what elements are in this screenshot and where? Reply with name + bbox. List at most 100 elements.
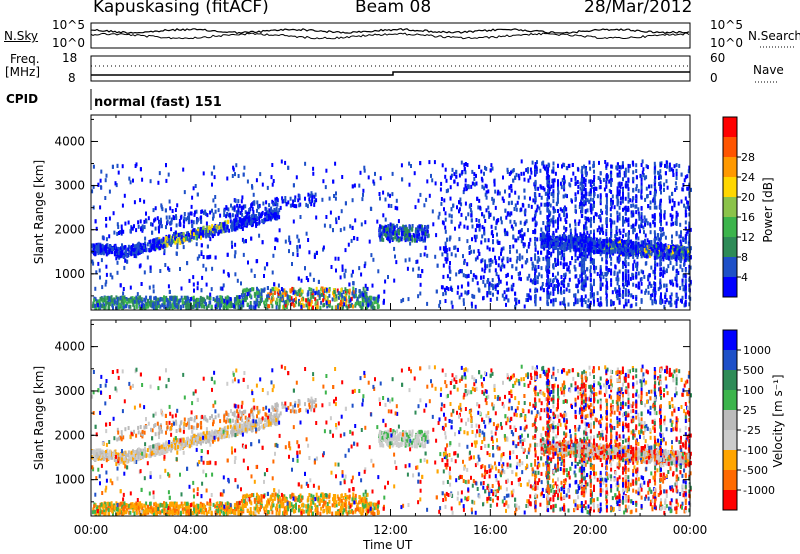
- power-cell: [445, 286, 448, 290]
- power-cell: [326, 304, 329, 309]
- power-cell: [505, 215, 508, 220]
- power-cell: [437, 215, 440, 220]
- power-cell: [677, 201, 680, 206]
- power-cell: [387, 203, 390, 208]
- power-cell: [580, 209, 583, 214]
- power-cell: [440, 181, 443, 186]
- power-cell: [129, 299, 132, 304]
- power-cell: [645, 242, 648, 247]
- power-cell: [646, 238, 649, 243]
- power-cell: [529, 175, 532, 180]
- power-cell: [137, 249, 140, 254]
- power-cell: [219, 305, 221, 310]
- power-cell: [94, 303, 96, 308]
- power-cell: [135, 162, 138, 167]
- power-cell: [475, 218, 478, 222]
- power-cell: [554, 275, 557, 280]
- power-cell: [519, 229, 522, 234]
- power-cell: [105, 279, 108, 284]
- power-cell: [257, 304, 260, 309]
- power-cell: [536, 160, 538, 165]
- power-cell: [182, 304, 185, 309]
- power-cell: [384, 197, 387, 202]
- power-cell: [400, 235, 403, 240]
- power-cell: [644, 238, 646, 243]
- power-cell: [331, 297, 334, 302]
- power-cell: [135, 299, 137, 304]
- power-cell: [335, 217, 337, 222]
- power-cell: [669, 295, 672, 300]
- power-cell: [472, 273, 475, 278]
- power-cell: [359, 170, 362, 175]
- power-cell: [545, 164, 548, 169]
- power-cell: [561, 249, 563, 254]
- power-cell: [396, 236, 399, 241]
- power-cell: [154, 217, 157, 222]
- power-cell: [180, 286, 183, 291]
- power-cell: [273, 213, 276, 218]
- power-cell: [133, 244, 136, 249]
- power-cell: [607, 268, 610, 273]
- power-cell: [252, 210, 255, 215]
- power-cell: [642, 225, 645, 230]
- power-cell: [491, 166, 494, 171]
- power-cell: [230, 240, 233, 245]
- power-cell: [505, 287, 508, 292]
- power-cell: [292, 183, 295, 188]
- power-cell: [172, 295, 175, 300]
- power-cell: [144, 299, 147, 303]
- power-cell: [363, 264, 366, 269]
- power-cell: [644, 290, 647, 295]
- power-cell: [568, 288, 571, 293]
- power-cell: [466, 239, 469, 244]
- power-cell: [263, 266, 266, 271]
- power-cell: [307, 297, 310, 302]
- power-cell: [395, 198, 398, 203]
- power-cell: [101, 235, 104, 240]
- power-cell: [234, 250, 237, 255]
- power-cell: [487, 210, 490, 215]
- power-cell: [245, 239, 247, 244]
- power-cell: [353, 183, 356, 188]
- power-cell: [389, 222, 392, 227]
- power-cell: [159, 217, 162, 222]
- power-cell: [188, 238, 191, 243]
- power-cell: [143, 247, 146, 252]
- power-cell: [236, 278, 239, 283]
- power-cell: [345, 298, 348, 303]
- power-cell: [234, 297, 237, 301]
- power-cell: [530, 257, 533, 262]
- power-cell: [676, 296, 679, 301]
- power-cell: [267, 304, 270, 309]
- power-cell: [380, 237, 383, 242]
- power-cell: [519, 220, 522, 225]
- power-cell: [624, 196, 627, 201]
- power-cell: [104, 178, 107, 183]
- power-cell: [426, 234, 429, 239]
- power-cell: [200, 215, 203, 220]
- power-cell: [519, 233, 522, 238]
- power-cell: [539, 233, 542, 237]
- power-cell: [618, 285, 621, 289]
- power-cell: [104, 305, 107, 310]
- power-cell: [597, 302, 600, 307]
- power-cell: [454, 245, 457, 250]
- power-cell: [450, 219, 453, 224]
- power-cell: [671, 279, 674, 284]
- power-cell: [231, 174, 234, 178]
- power-cell: [542, 256, 545, 261]
- power-cell: [681, 187, 684, 192]
- power-cell: [212, 198, 215, 203]
- power-cell: [525, 168, 528, 173]
- power-cell: [105, 264, 108, 269]
- power-cell: [637, 207, 640, 212]
- power-cell: [206, 295, 209, 300]
- power-cell: [333, 293, 335, 298]
- power-cell: [163, 304, 166, 309]
- power-cell: [560, 275, 563, 279]
- power-cell: [92, 184, 95, 189]
- power-cell: [174, 237, 176, 242]
- power-cell: [562, 265, 565, 269]
- power-cell: [681, 295, 684, 300]
